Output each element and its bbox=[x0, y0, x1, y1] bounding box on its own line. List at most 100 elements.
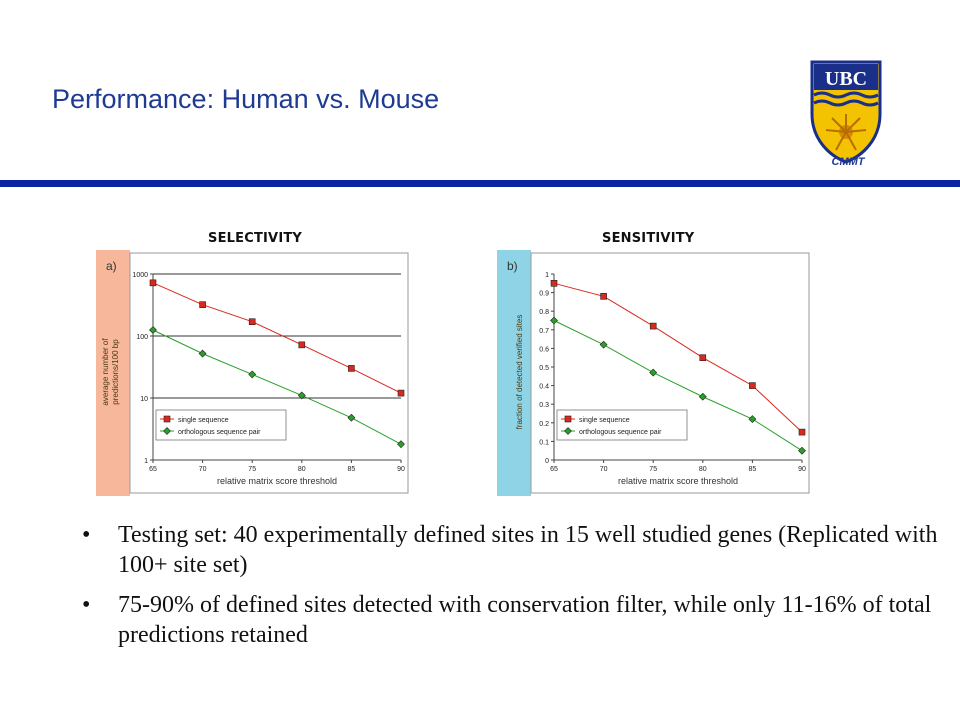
panel-label: b) bbox=[507, 259, 518, 273]
data-point bbox=[749, 382, 756, 389]
data-point bbox=[248, 370, 257, 379]
data-point bbox=[698, 392, 707, 401]
data-point bbox=[149, 279, 157, 287]
bullet-text: 75-90% of defined sites detected with co… bbox=[118, 592, 932, 648]
series-orthologous-pair bbox=[149, 326, 405, 449]
logo-text: UBC bbox=[825, 68, 867, 90]
data-point bbox=[550, 279, 558, 287]
x-tick-label: 80 bbox=[699, 466, 707, 473]
selectivity-heading: SELECTIVITY bbox=[208, 231, 303, 246]
plot-frame bbox=[129, 252, 409, 494]
y-axis-label: predictions/100 bp bbox=[111, 339, 120, 405]
data-point bbox=[348, 365, 355, 372]
data-point bbox=[397, 389, 405, 397]
legend: single sequence orthologous sequence pair bbox=[556, 409, 688, 441]
data-point bbox=[699, 354, 707, 361]
legend-label: single sequence bbox=[579, 417, 630, 424]
legend-box bbox=[556, 409, 688, 441]
x-axis-label: relative matrix score threshold bbox=[618, 476, 738, 486]
x-tick-label: 70 bbox=[600, 466, 608, 473]
data-point bbox=[600, 293, 607, 300]
series-line bbox=[553, 320, 803, 452]
data-point bbox=[297, 391, 306, 400]
legend-item: orthologous sequence pair bbox=[561, 427, 662, 436]
legend-item: single sequence bbox=[561, 415, 630, 424]
y-tick-label: 0.7 bbox=[539, 328, 549, 335]
x-tick-label: 75 bbox=[248, 466, 256, 473]
data-point bbox=[397, 440, 405, 449]
x-tick-label: 90 bbox=[397, 466, 405, 473]
bullet-marker: • bbox=[82, 592, 91, 618]
data-point bbox=[798, 428, 806, 436]
y-tick-label: 1000 bbox=[132, 272, 148, 279]
data-point bbox=[149, 326, 157, 334]
data-point bbox=[748, 415, 757, 424]
y-tick-label: 0 bbox=[545, 458, 549, 465]
series-orthologous-pair bbox=[550, 316, 806, 455]
y-tick-label: 0.4 bbox=[539, 384, 549, 391]
y-axis-label: average number of bbox=[101, 338, 110, 406]
sensitivity-heading: SENSITIVITY bbox=[602, 231, 695, 246]
x-tick-label: 90 bbox=[798, 466, 806, 473]
legend-label: orthologous sequence pair bbox=[178, 429, 261, 436]
data-point bbox=[564, 415, 572, 423]
title-divider bbox=[0, 180, 960, 187]
selectivity-chart: a) 1 10 100 1000 65 70 75 80 85 90 relative matrix … bbox=[96, 250, 409, 496]
data-point bbox=[248, 318, 256, 326]
data-point bbox=[198, 349, 207, 358]
data-point bbox=[649, 322, 657, 330]
y-tick-label: 0.8 bbox=[539, 309, 549, 316]
data-point bbox=[798, 446, 806, 455]
y-tick-label: 1 bbox=[144, 458, 148, 465]
x-tick-label: 65 bbox=[550, 466, 558, 473]
legend-box bbox=[155, 409, 287, 441]
data-point bbox=[550, 316, 558, 325]
legend-item: single sequence bbox=[160, 415, 229, 424]
y-tick-label: 100 bbox=[136, 334, 148, 341]
ylabel-strip bbox=[96, 250, 130, 496]
data-point bbox=[163, 415, 171, 423]
x-tick-label: 70 bbox=[199, 466, 207, 473]
legend-label: orthologous sequence pair bbox=[579, 429, 662, 436]
y-tick-label: 1 bbox=[545, 272, 549, 279]
bullet-item: • 75-90% of defined sites detected with … bbox=[80, 590, 940, 650]
ylabel-strip bbox=[497, 250, 531, 496]
bullet-item: • Testing set: 40 experimentally defined… bbox=[80, 520, 940, 580]
x-tick-label: 85 bbox=[348, 466, 356, 473]
x-tick-label: 75 bbox=[649, 466, 657, 473]
legend: single sequence orthologous sequence pair bbox=[155, 409, 287, 441]
series-line bbox=[152, 282, 402, 394]
data-point bbox=[649, 368, 658, 377]
x-axis-label: relative matrix score threshold bbox=[217, 476, 337, 486]
series-single-sequence bbox=[149, 279, 405, 397]
legend-label: single sequence bbox=[178, 417, 229, 424]
data-point bbox=[199, 301, 206, 308]
slide-title: Performance: Human vs. Mouse bbox=[52, 84, 440, 114]
series-line bbox=[152, 329, 402, 445]
y-tick-label: 0.1 bbox=[539, 439, 549, 446]
ubc-crest-logo: UBC bbox=[810, 60, 882, 164]
y-tick-label: 0.2 bbox=[539, 421, 549, 428]
y-tick-label: 0.5 bbox=[539, 365, 549, 372]
x-tick-label: 85 bbox=[749, 466, 757, 473]
bullet-marker: • bbox=[82, 522, 91, 548]
logo-caption: CMMT bbox=[831, 156, 865, 168]
y-tick-label: 0.9 bbox=[539, 291, 549, 298]
sensitivity-chart: b) 0 0.1 0.2 0.3 0.4 0.5 0.6 0.7 0.8 0.9 1 65 70 75 80 8… bbox=[497, 250, 810, 496]
y-tick-label: 10 bbox=[140, 396, 148, 403]
data-point bbox=[347, 413, 356, 422]
data-point bbox=[599, 340, 608, 349]
x-tick-label: 65 bbox=[149, 466, 157, 473]
crest-waves bbox=[813, 91, 879, 107]
y-tick-label: 0.6 bbox=[539, 346, 549, 353]
series-single-sequence bbox=[550, 279, 806, 436]
data-point bbox=[298, 341, 306, 349]
data-point bbox=[163, 427, 171, 435]
bullet-text: Testing set: 40 experimentally defined s… bbox=[118, 522, 938, 578]
series-line bbox=[553, 282, 803, 433]
x-tick-label: 80 bbox=[298, 466, 306, 473]
y-tick-label: 0.3 bbox=[539, 402, 549, 409]
legend-item: orthologous sequence pair bbox=[160, 427, 261, 436]
data-point bbox=[564, 427, 572, 435]
crest-sun bbox=[825, 114, 867, 151]
